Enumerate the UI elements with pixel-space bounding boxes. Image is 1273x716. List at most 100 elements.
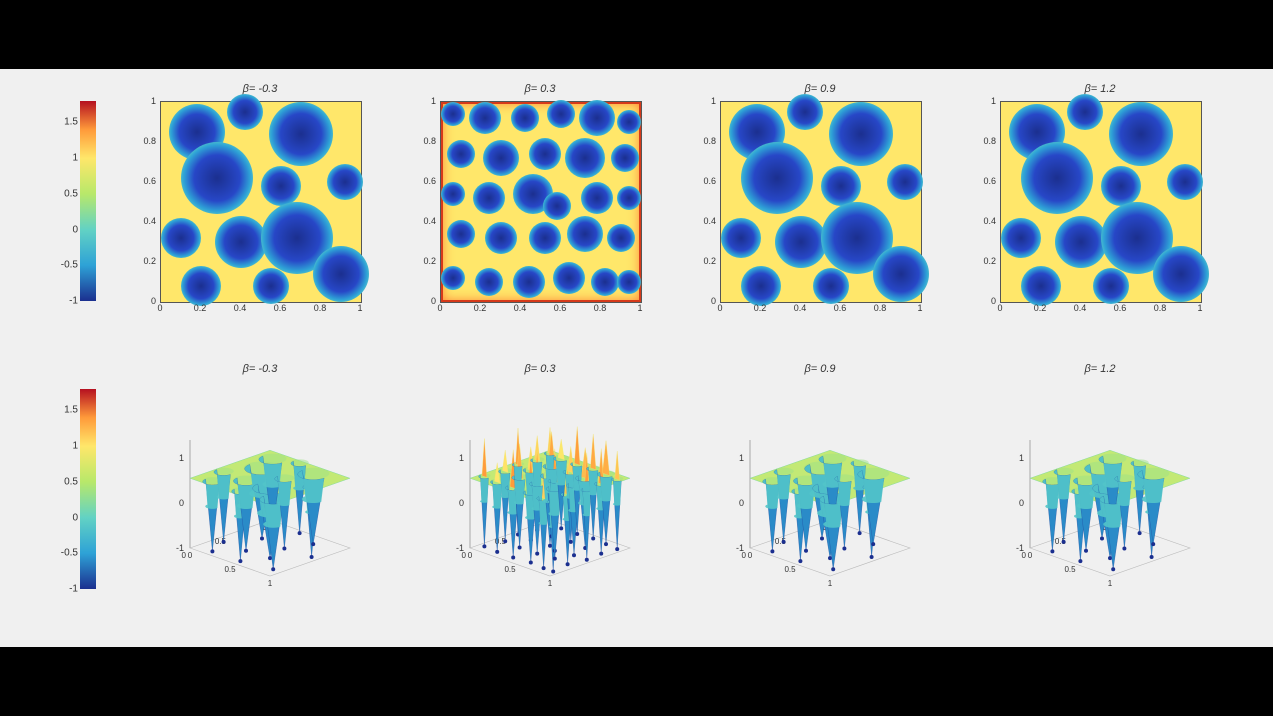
- svg-text:0: 0: [468, 551, 473, 560]
- surface-axes: -101000.50.511: [140, 383, 380, 603]
- heatmap-panel: β= 0.900.20.40.60.8100.20.40.60.81: [690, 89, 950, 349]
- heatmap-blob: [821, 166, 861, 206]
- x-ticks: 00.20.40.60.81: [160, 303, 360, 317]
- heatmap-blob: [565, 138, 605, 178]
- y-ticks: 00.20.40.60.81: [970, 101, 998, 301]
- heatmap-blob: [887, 164, 923, 200]
- heatmap-blob: [511, 104, 539, 132]
- svg-text:0: 0: [1019, 498, 1024, 508]
- svg-text:0: 0: [739, 498, 744, 508]
- heatmap-blob: [579, 100, 615, 136]
- heatmap-blob: [313, 246, 369, 302]
- colorbar-3d: [80, 389, 96, 589]
- surface-panel: β= -0.3-101000.50.511: [130, 369, 390, 629]
- svg-text:1: 1: [828, 579, 833, 588]
- colorbar-tick: 0.5: [64, 476, 78, 487]
- heatmap-blob: [553, 262, 585, 294]
- x-ticks: 00.20.40.60.81: [440, 303, 640, 317]
- heatmap-blob: [181, 142, 253, 214]
- surface-axes: -101000.50.511: [980, 383, 1220, 603]
- figure-page: -1-0.500.511.5 β= -0.300.20.40.60.8100.2…: [0, 69, 1273, 647]
- heatmap-blob: [721, 218, 761, 258]
- svg-text:0: 0: [748, 551, 753, 560]
- heatmap-blob: [1109, 102, 1173, 166]
- heatmap-blob: [873, 246, 929, 302]
- surface-axes: -101000.50.511: [420, 383, 660, 603]
- heatmap-blob: [215, 216, 267, 268]
- heatmap-blob: [1055, 216, 1107, 268]
- heatmap-blob: [441, 266, 465, 290]
- heatmap-blob: [1167, 164, 1203, 200]
- panel-title: β= 1.2: [970, 363, 1230, 375]
- svg-text:0: 0: [1028, 551, 1033, 560]
- heatmap-blob: [547, 100, 575, 128]
- heatmap-blob: [485, 222, 517, 254]
- heatmap-blob: [483, 140, 519, 176]
- svg-text:1: 1: [739, 453, 744, 463]
- panel-title: β= 0.3: [410, 363, 670, 375]
- svg-text:0: 0: [462, 551, 467, 560]
- heatmap-blob: [161, 218, 201, 258]
- heatmap-blob: [787, 94, 823, 130]
- surface-panel: β= 0.9-101000.50.511: [690, 369, 950, 629]
- heatmap-blob: [567, 216, 603, 252]
- surface-axes: -101000.50.511: [700, 383, 940, 603]
- heatmap-blob: [1093, 268, 1129, 304]
- y-ticks: 00.20.40.60.81: [690, 101, 718, 301]
- colorbar-2d: [80, 101, 96, 301]
- colorbar-tick: 1: [72, 153, 78, 164]
- panel-title: β= -0.3: [130, 83, 390, 95]
- heatmap-blob: [469, 102, 501, 134]
- heatmap-blob: [543, 192, 571, 220]
- svg-text:1: 1: [1108, 579, 1113, 588]
- heatmap-blob: [617, 186, 641, 210]
- heatmap-blob: [227, 94, 263, 130]
- colorbar-tick: -1: [69, 584, 78, 595]
- heatmap-blob: [617, 270, 641, 294]
- colorbar-tick: -0.5: [61, 260, 78, 271]
- heatmap-blob: [1153, 246, 1209, 302]
- svg-text:0: 0: [188, 551, 193, 560]
- heatmap-panel: β= 0.300.20.40.60.8100.20.40.60.81: [410, 89, 670, 349]
- x-ticks: 00.20.40.60.81: [1000, 303, 1200, 317]
- colorbar-tick: 1.5: [64, 117, 78, 128]
- heatmap-blob: [829, 102, 893, 166]
- heatmap-blob: [1067, 94, 1103, 130]
- heatmap-blob: [475, 268, 503, 296]
- heatmap-axes: [1000, 101, 1202, 303]
- heatmap-blob: [253, 268, 289, 304]
- heatmap-axes: [440, 101, 642, 303]
- heatmap-blob: [775, 216, 827, 268]
- heatmap-blob: [447, 220, 475, 248]
- svg-text:0.5: 0.5: [224, 565, 236, 574]
- heatmap-blob: [1101, 166, 1141, 206]
- heatmap-blob: [607, 224, 635, 252]
- heatmap-blob: [473, 182, 505, 214]
- heatmap-blob: [529, 138, 561, 170]
- colorbar-tick: 1: [72, 441, 78, 452]
- heatmap-blob: [269, 102, 333, 166]
- heatmap-blob: [611, 144, 639, 172]
- svg-text:0: 0: [459, 498, 464, 508]
- svg-text:0.5: 0.5: [504, 565, 516, 574]
- heatmap-blob: [1021, 142, 1093, 214]
- svg-text:1: 1: [179, 453, 184, 463]
- panel-title: β= 0.9: [690, 363, 950, 375]
- svg-text:0.5: 0.5: [1064, 565, 1076, 574]
- panel-title: β= 1.2: [970, 83, 1230, 95]
- colorbar-3d-ticks: -1-0.500.511.5: [54, 389, 78, 589]
- bottom-row: -1-0.500.511.5 β= -0.3-101000.50.511β= 0…: [0, 369, 1273, 629]
- heatmap-blob: [591, 268, 619, 296]
- svg-text:1: 1: [459, 453, 464, 463]
- x-ticks: 00.20.40.60.81: [720, 303, 920, 317]
- svg-text:0: 0: [742, 551, 747, 560]
- heatmap-blob: [1001, 218, 1041, 258]
- heatmap-blob: [741, 142, 813, 214]
- svg-text:0.5: 0.5: [784, 565, 796, 574]
- heatmap-blob: [617, 110, 641, 134]
- heatmap-blob: [441, 102, 465, 126]
- heatmap-panel: β= 1.200.20.40.60.8100.20.40.60.81: [970, 89, 1230, 349]
- heatmap-blob: [581, 182, 613, 214]
- colorbar-tick: 0.5: [64, 188, 78, 199]
- colorbar-tick: -0.5: [61, 548, 78, 559]
